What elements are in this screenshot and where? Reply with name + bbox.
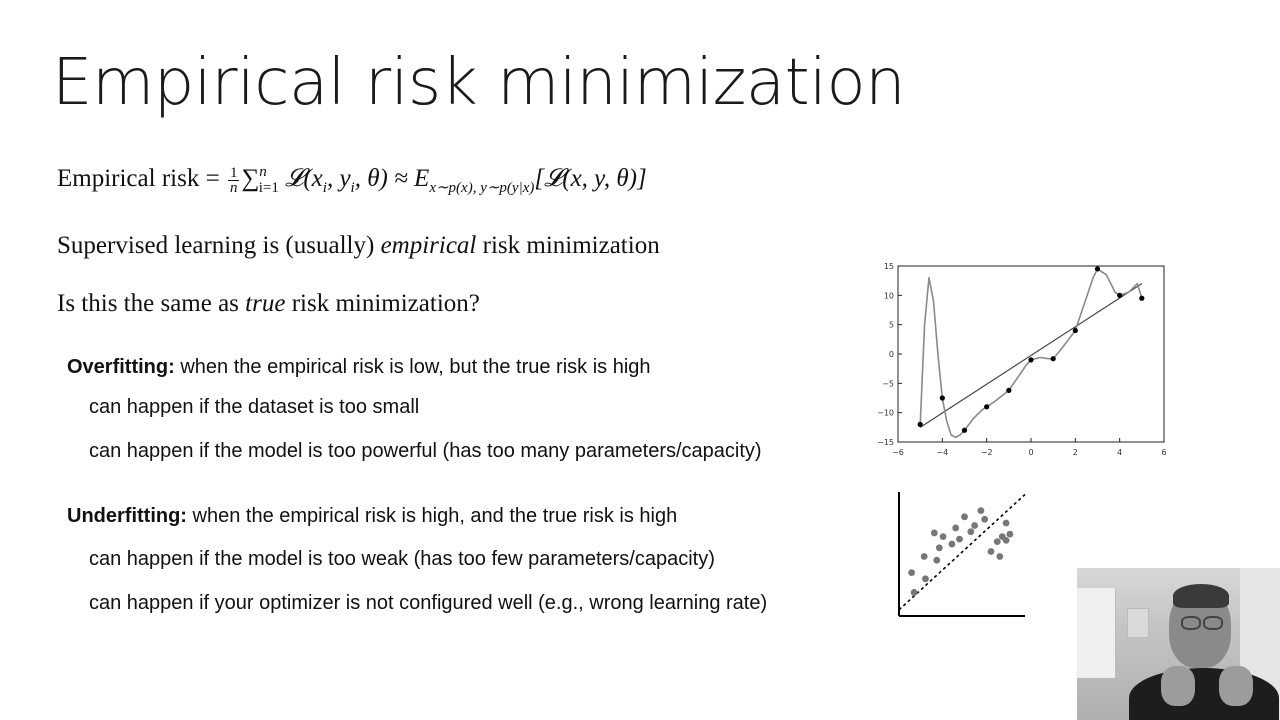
formula-fraction: 1 n [227, 164, 240, 196]
x-tick-label: −6 [892, 448, 904, 457]
y-tick-label: 15 [884, 262, 894, 271]
true-risk-question: Is this the same as true risk minimizati… [57, 290, 480, 317]
data-point [930, 529, 938, 537]
data-point [935, 544, 943, 552]
x-tick-label: 6 [1161, 448, 1166, 457]
data-point [993, 538, 1001, 545]
y-tick-label: −10 [877, 409, 894, 418]
overfitting-reason: can happen if the model is too powerful … [89, 440, 762, 462]
underfitting-definition: Underfitting: when the empirical risk is… [67, 505, 678, 527]
linear-fit-line [919, 283, 1143, 428]
x-tick-label: −2 [981, 448, 993, 457]
formula-lhs: Empirical risk [57, 165, 200, 192]
dotted-linear-fit-line [898, 493, 1026, 611]
y-tick-label: 0 [889, 350, 894, 359]
emphasis-empirical: empirical [380, 232, 477, 259]
data-point [984, 404, 990, 410]
data-point [1028, 357, 1034, 363]
overfitting-plot: −6 −4 −2 0 2 4 6 15 10 5 0 −5 −10 −15 [877, 262, 1166, 457]
data-point [908, 569, 915, 576]
underfitting-term: Underfitting: [67, 505, 187, 527]
underfitting-plot [898, 492, 1026, 617]
data-point [961, 427, 968, 433]
data-point [1072, 327, 1078, 334]
fraction-numerator: 1 [227, 164, 240, 181]
supervised-learning-statement: Supervised learning is (usually) empiric… [57, 232, 660, 259]
x-tick-label: −4 [936, 448, 948, 457]
data-point [961, 513, 968, 521]
data-point [1002, 536, 1010, 544]
sum-upper-limit: n [259, 164, 267, 180]
presenter-webcam [1077, 568, 1280, 720]
x-tick-label: 4 [1117, 448, 1122, 457]
data-point [939, 395, 945, 401]
y-tick-label: 5 [889, 321, 894, 330]
data-point [910, 589, 918, 596]
data-point [987, 548, 995, 555]
y-tick-label: −5 [882, 379, 894, 388]
overfitting-definition: Overfitting: when the empirical risk is … [67, 356, 651, 378]
data-point [1117, 292, 1123, 298]
data-point [1002, 519, 1010, 527]
data-point [1050, 356, 1056, 362]
data-point [1094, 266, 1101, 272]
slide-title: Empirical risk minimization [52, 46, 906, 120]
x-tick-label: 0 [1028, 448, 1033, 457]
sum-lower-limit: i=1 [258, 180, 279, 196]
data-point [948, 540, 956, 548]
data-point [956, 535, 963, 543]
expectation-symbol: , θ) ≈ E [354, 165, 430, 192]
y-tick-label: −15 [877, 438, 894, 447]
loss-term-y: , y [326, 165, 351, 192]
data-point [1006, 530, 1014, 538]
data-point [917, 421, 923, 427]
data-point [1139, 295, 1145, 301]
data-point [996, 553, 1004, 560]
data-point [1006, 387, 1012, 393]
emphasis-true: true [245, 290, 286, 317]
data-point [933, 556, 941, 564]
data-point [967, 528, 975, 536]
expectation-subscript: x∼p(x), y∼p(y|x) [429, 180, 535, 196]
expectation-body: [𝓛(x, y, θ)] [534, 165, 647, 192]
data-point [971, 522, 978, 529]
data-point [939, 533, 947, 541]
data-point [920, 553, 928, 560]
data-point [981, 515, 989, 523]
underfitting-reason: can happen if the model is too weak (has… [89, 548, 715, 570]
fraction-denominator: n [229, 179, 238, 196]
overfitting-reason: can happen if the dataset is too small [89, 396, 420, 418]
underfitting-reason: can happen if your optimizer is not conf… [89, 592, 768, 614]
y-tick-label: 10 [884, 291, 894, 300]
x-tick-label: 2 [1073, 448, 1078, 457]
empirical-risk-formula: Empirical risk = 1 n ∑ni=1 𝓛(xi, yi, θ) … [57, 164, 647, 196]
loss-term: 𝓛(x [285, 165, 323, 192]
data-point [952, 524, 960, 532]
data-point [977, 507, 985, 514]
overfitting-term: Overfitting: [67, 356, 175, 378]
high-degree-fit-curve [919, 268, 1143, 439]
data-point [922, 575, 929, 583]
